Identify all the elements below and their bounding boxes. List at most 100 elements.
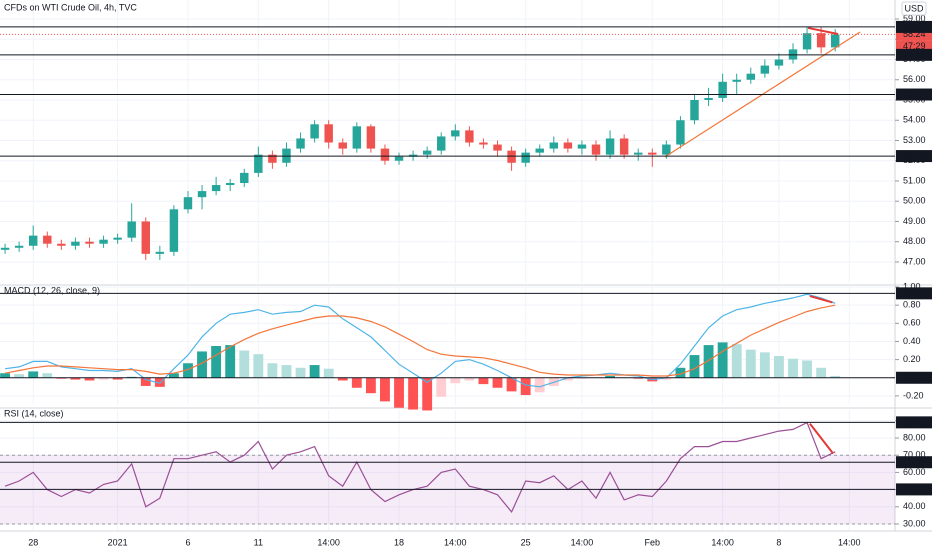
candle-body (619, 138, 629, 155)
pane-title: CFDs on WTI Crude Oil, 4h, TVC (4, 2, 137, 12)
y-tick-label: 59.00 (903, 13, 926, 23)
histogram-bar (478, 377, 489, 385)
histogram-bar (816, 367, 827, 378)
level-box (896, 48, 932, 61)
histogram-bar (295, 367, 306, 378)
histogram-bar (337, 377, 348, 381)
countdown-label: 47:29 (903, 41, 926, 51)
candle-body (225, 182, 235, 186)
candle-body (127, 221, 136, 238)
histogram-bar (605, 375, 616, 378)
candle-body (14, 245, 24, 248)
x-tick-label: 6 (185, 537, 190, 547)
histogram-bar (197, 351, 207, 378)
candle-body (211, 185, 221, 192)
candle-body (563, 142, 573, 149)
last-price-label: 58.24 (903, 29, 926, 39)
candle-body (324, 124, 333, 143)
candle-body (718, 81, 727, 98)
y-tick-label: 47.00 (903, 256, 926, 266)
y-tick-label: 56.00 (903, 74, 926, 84)
level-box (896, 287, 932, 300)
histogram-bar (520, 377, 531, 396)
y-tick-label: 1.00 (903, 281, 921, 291)
y-tick-label: 54.00 (903, 115, 926, 125)
pane-title: RSI (14, close) (4, 408, 64, 418)
x-tick-label: Feb (645, 537, 661, 547)
y-tick-label: 0.40 (903, 336, 921, 346)
histogram-bar (84, 377, 95, 381)
histogram-bar (351, 377, 362, 388)
candle-body (352, 126, 362, 149)
level-box (896, 88, 932, 101)
candle-body (690, 100, 699, 121)
candle-body (746, 73, 756, 80)
level-label: 0.00 (903, 372, 921, 382)
y-tick-label: 40.00 (903, 501, 926, 511)
histogram-bar (759, 352, 770, 378)
histogram-bar (183, 363, 193, 378)
candle-body (85, 241, 94, 244)
candle-body (366, 126, 376, 149)
candle-body (113, 237, 122, 240)
histogram-bar (745, 349, 756, 378)
x-tick-label: 18 (394, 537, 404, 547)
level-label: 0.93 (903, 288, 921, 298)
candle-body (338, 142, 347, 149)
histogram-bar (717, 342, 728, 378)
y-tick-label: 80.00 (903, 432, 926, 442)
histogram-bar (689, 355, 700, 378)
x-tick-label: 2021 (108, 537, 128, 547)
level-label: 65.93 (903, 457, 926, 467)
candle-body (605, 138, 615, 155)
y-tick-label: 48.00 (903, 236, 926, 246)
x-tick-label: 14:00 (571, 537, 594, 547)
candle-body (479, 142, 488, 145)
candle-body (155, 251, 165, 254)
x-tick-label: 14:00 (317, 537, 340, 547)
histogram-bar (253, 354, 264, 378)
y-tick-label: 60.00 (903, 467, 926, 477)
candle-body (99, 239, 108, 244)
histogram-bar (661, 377, 672, 380)
histogram-bar (168, 373, 179, 378)
candle-body (802, 33, 812, 50)
candle-body (240, 172, 249, 183)
candle-body (648, 152, 657, 155)
y-tick-label: 0.80 (903, 300, 921, 310)
rsi-line (4, 421, 836, 514)
candle-body (816, 33, 826, 48)
level-label: 55.27 (903, 89, 926, 99)
candle-body (507, 150, 516, 163)
histogram-bar (225, 345, 236, 378)
histogram-bar (70, 377, 81, 380)
histogram-bar (98, 377, 109, 380)
candle-body (254, 154, 263, 173)
level-box (896, 371, 932, 384)
candle-body (57, 243, 66, 246)
candle-body (760, 65, 770, 74)
macd-line (4, 304, 836, 377)
histogram-bar (281, 365, 292, 378)
level-box (896, 150, 932, 163)
histogram-bar (506, 377, 517, 392)
histogram-bar (436, 377, 447, 397)
histogram-bar (211, 346, 222, 378)
y-tick-label: 0.60 (903, 318, 921, 328)
histogram-bar (464, 377, 475, 381)
candle-body (633, 152, 643, 155)
histogram-bar (492, 377, 503, 388)
trendline (807, 26, 839, 35)
currency-label: USD (904, 3, 924, 13)
y-tick-label: 30.00 (903, 518, 926, 528)
x-tick-label: 14:00 (711, 537, 734, 547)
trendline (809, 422, 834, 455)
x-tick-label: 14:00 (838, 537, 861, 547)
candle-body (493, 144, 502, 151)
level-label: 89.11 (903, 417, 925, 427)
histogram-bar (309, 365, 320, 378)
candle-body (0, 247, 10, 250)
x-tick-label: 8 (776, 537, 781, 547)
histogram-bar (534, 377, 545, 393)
